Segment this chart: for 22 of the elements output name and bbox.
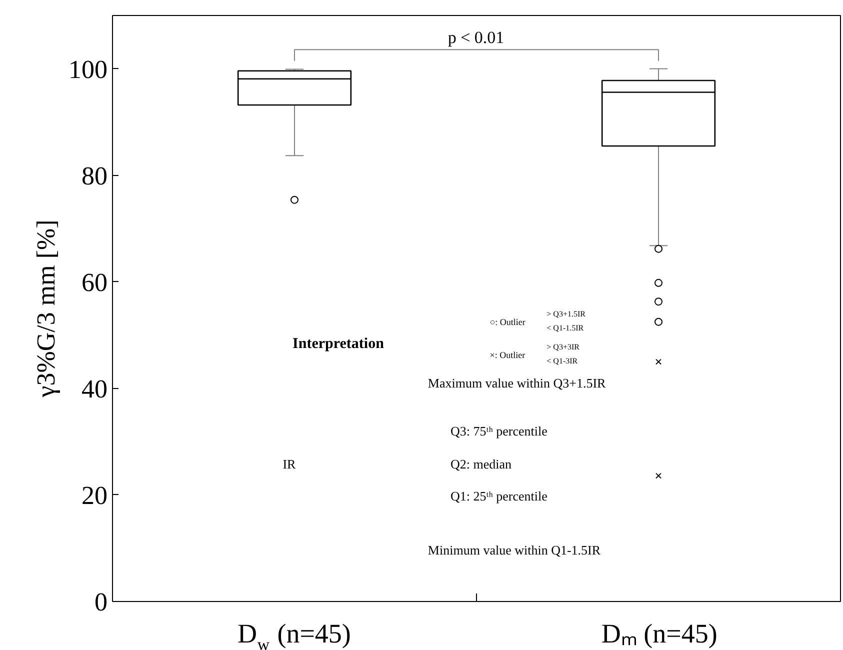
annotation: Minimum value within Q1-1.5IR: [428, 542, 601, 558]
x-tick-label: Dₘ (n=45): [601, 618, 718, 648]
annotation: > Q3+3IR: [546, 342, 580, 352]
y-tick-label: 20: [82, 480, 108, 510]
y-tick-label: 0: [94, 588, 108, 616]
annotation: Q1: 25ᵗʰ percentile: [450, 488, 548, 504]
y-tick-label: 80: [82, 161, 108, 190]
annotation: > Q3+1.5IR: [546, 309, 586, 318]
annotation: Maximum value within Q3+1.5IR: [428, 375, 606, 390]
y-axis-title: γ3%G/3 mm [%]: [32, 220, 60, 398]
y-tick-label: 60: [82, 268, 108, 297]
annotation: Q3: 75ᵗʰ percentile: [450, 423, 548, 438]
annotation: ○: Outlier: [490, 316, 526, 327]
annotation: Q2: median: [450, 456, 512, 472]
annotation: < Q1-3IR: [546, 356, 578, 366]
annotation: Interpretation: [292, 336, 385, 352]
annotation: IR: [282, 456, 296, 472]
annotation: p < 0.01: [448, 28, 504, 48]
annotation: < Q1-1.5IR: [546, 323, 584, 332]
annotation: ×: Outlier: [490, 350, 526, 360]
y-tick-label: 100: [68, 54, 108, 84]
y-tick-label: 40: [82, 374, 108, 404]
